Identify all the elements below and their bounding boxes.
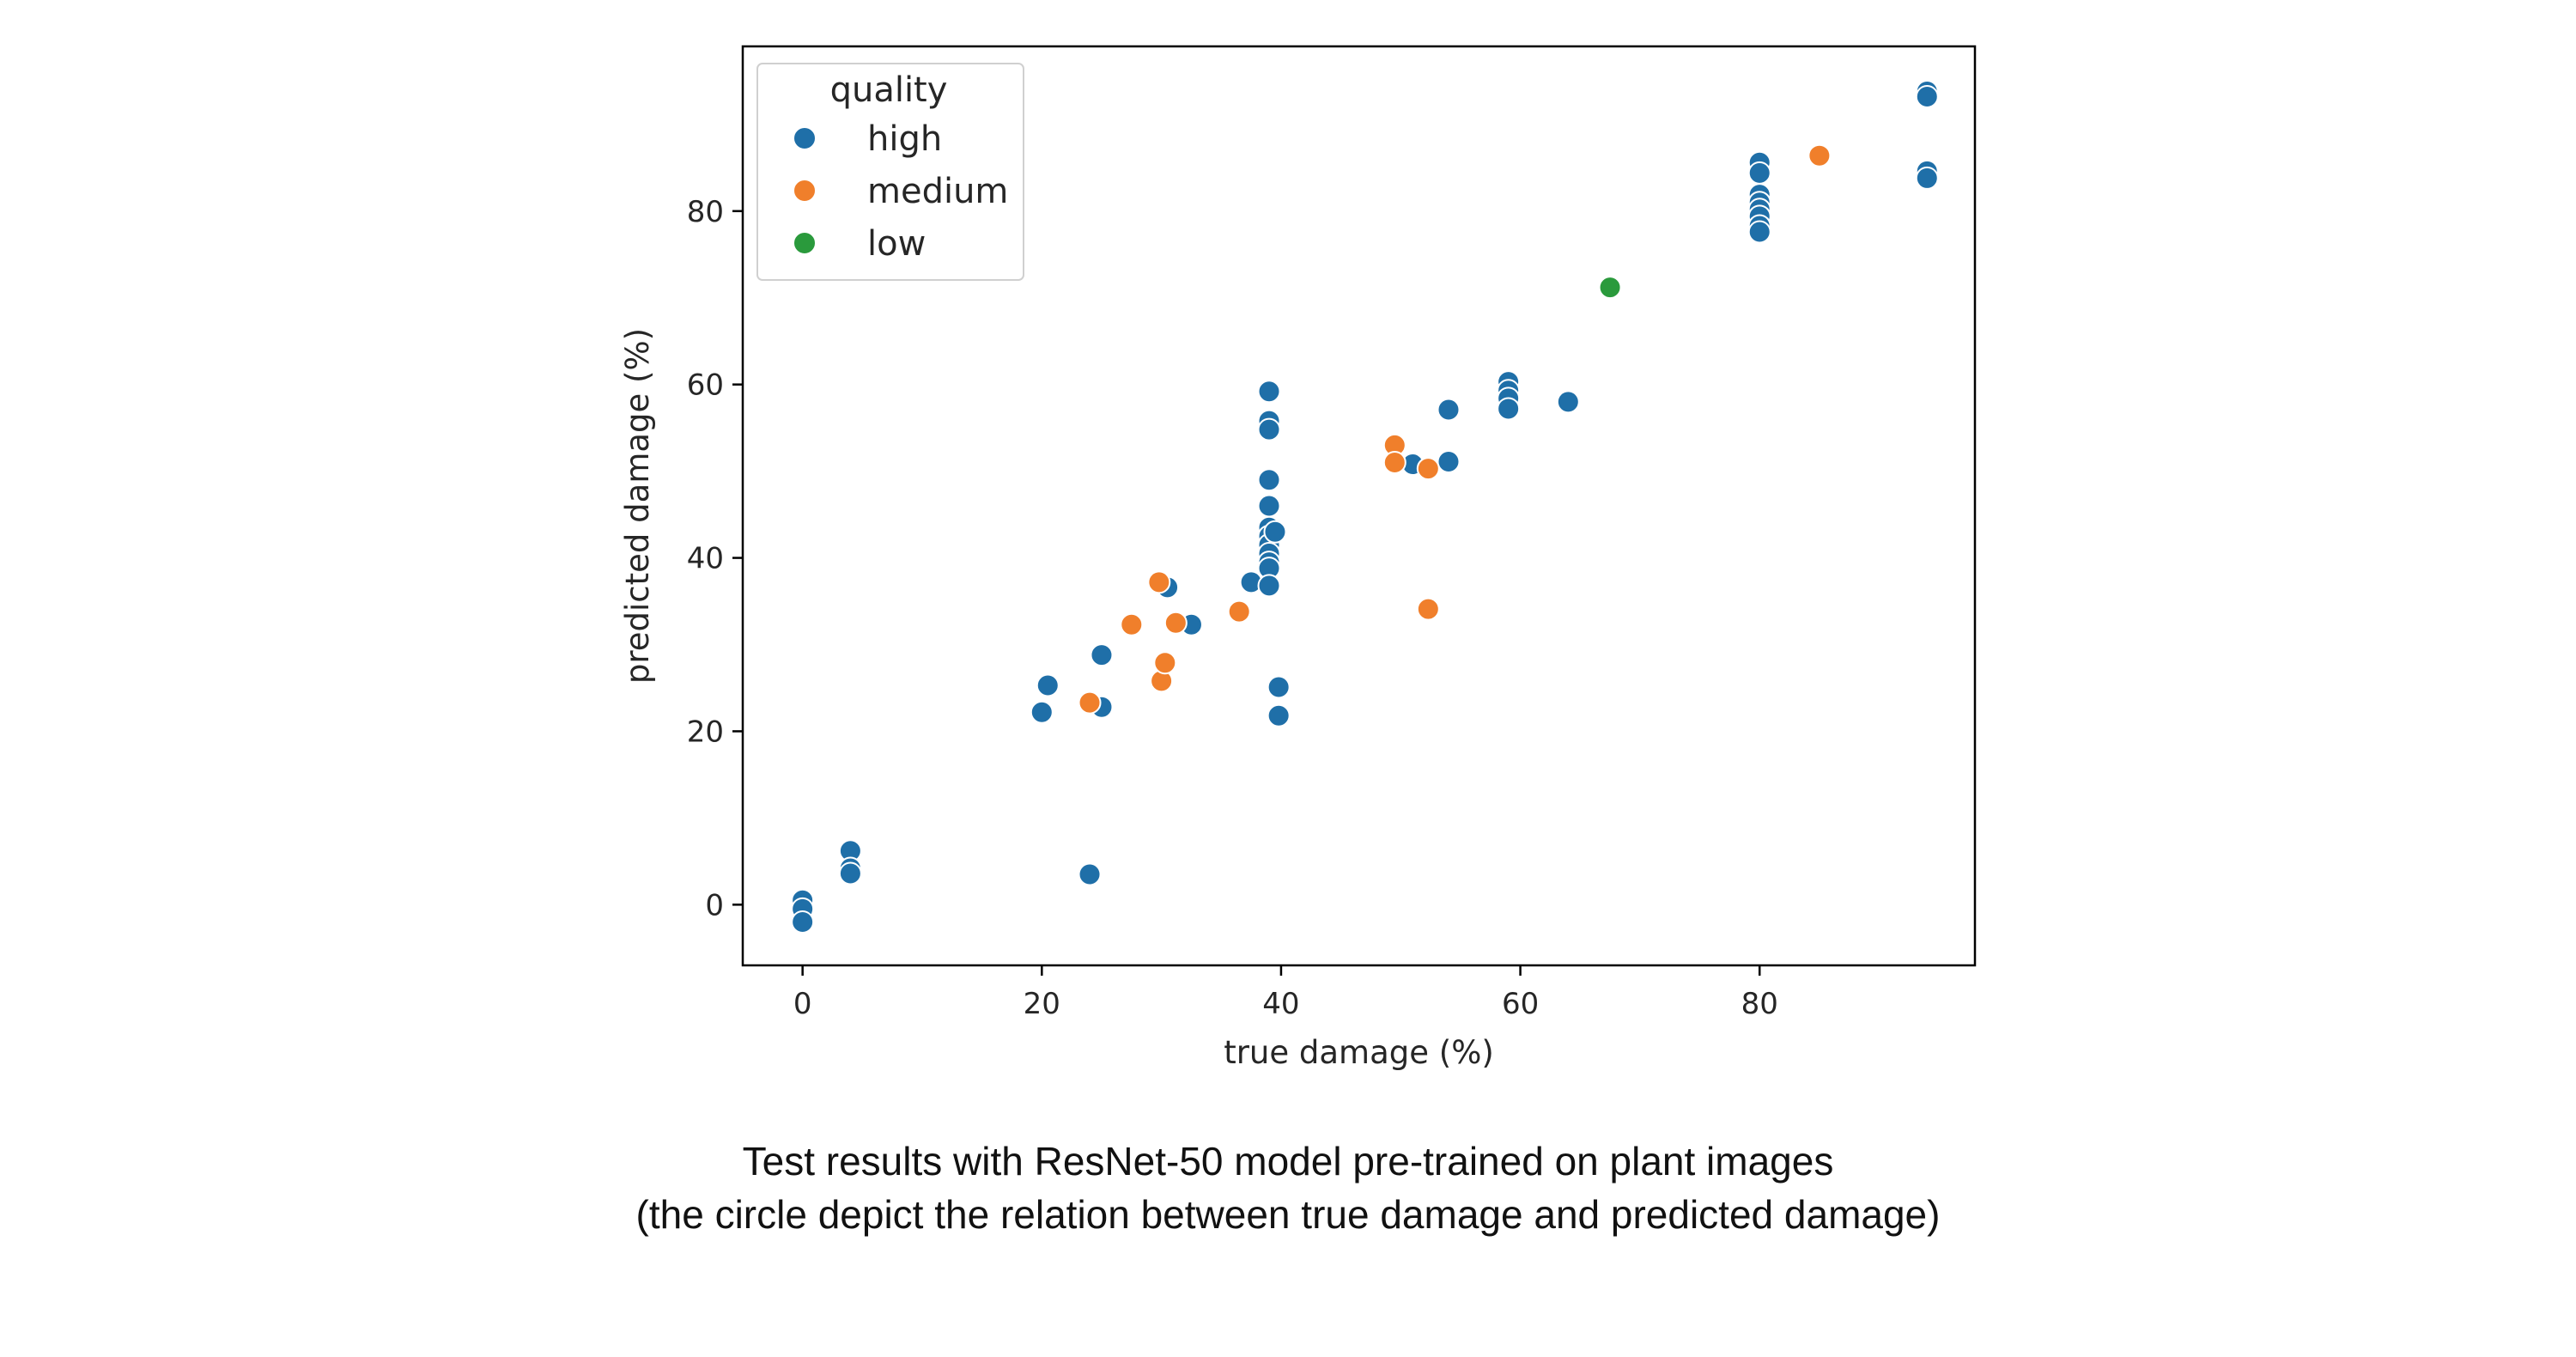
legend-label-medium: medium bbox=[867, 172, 1008, 211]
point-high bbox=[1257, 468, 1281, 492]
legend-marker-medium bbox=[793, 179, 817, 203]
legend-marker-low bbox=[793, 231, 817, 255]
x-tick-label: 0 bbox=[793, 987, 812, 1021]
point-high bbox=[1915, 166, 1939, 190]
y-tick-label: 0 bbox=[705, 888, 724, 922]
y-tick-label: 40 bbox=[687, 542, 724, 576]
point-low bbox=[1598, 276, 1622, 300]
y-axis-title: predicted damage (%) bbox=[619, 328, 656, 684]
point-high bbox=[1036, 673, 1060, 697]
figure-caption-line-2: (the circle depict the relation between … bbox=[635, 1192, 1941, 1237]
point-high bbox=[1556, 390, 1580, 414]
x-tick-label: 60 bbox=[1502, 987, 1539, 1021]
legend: quality high medium low bbox=[756, 63, 1024, 281]
point-medium bbox=[1416, 597, 1440, 621]
point-high bbox=[1078, 862, 1102, 886]
point-medium bbox=[1153, 651, 1177, 675]
point-high bbox=[1257, 494, 1281, 518]
x-tick-label: 40 bbox=[1262, 987, 1299, 1021]
point-high bbox=[1915, 85, 1939, 109]
point-medium bbox=[1120, 612, 1144, 636]
point-high bbox=[1267, 675, 1291, 699]
point-high bbox=[1747, 161, 1771, 185]
point-high bbox=[1437, 450, 1461, 474]
figure-caption-line-1: Test results with ResNet-50 model pre-tr… bbox=[742, 1139, 1834, 1184]
legend-label-high: high bbox=[867, 119, 942, 159]
point-high bbox=[1257, 417, 1281, 441]
x-axis-title: true damage (%) bbox=[1224, 1034, 1494, 1071]
x-tick-label: 20 bbox=[1024, 987, 1060, 1021]
y-tick-label: 20 bbox=[687, 715, 724, 749]
y-tick-label: 60 bbox=[687, 368, 724, 403]
plot-frame bbox=[741, 45, 1977, 967]
legend-title: quality bbox=[830, 70, 948, 110]
point-high bbox=[1497, 397, 1521, 421]
point-high bbox=[1437, 398, 1461, 422]
point-high bbox=[1257, 380, 1281, 404]
point-high bbox=[1030, 700, 1054, 724]
point-medium bbox=[1147, 570, 1171, 594]
point-high bbox=[838, 861, 862, 885]
legend-marker-high bbox=[793, 126, 817, 150]
point-high bbox=[1263, 520, 1287, 544]
point-high bbox=[1257, 574, 1281, 598]
data-points bbox=[791, 79, 1939, 934]
point-high bbox=[1090, 643, 1114, 667]
point-medium bbox=[1078, 691, 1102, 715]
legend-box bbox=[756, 63, 1024, 281]
point-high bbox=[1747, 220, 1771, 244]
point-medium bbox=[1382, 451, 1406, 475]
y-tick-label: 80 bbox=[687, 195, 724, 229]
x-tick-label: 80 bbox=[1741, 987, 1778, 1021]
point-medium bbox=[1163, 611, 1188, 635]
point-high bbox=[791, 910, 815, 934]
point-medium bbox=[1416, 457, 1440, 481]
point-medium bbox=[1807, 143, 1832, 167]
axes: 0 20 40 60 80 0 20 40 60 80 bbox=[687, 195, 1778, 1021]
legend-label-low: low bbox=[867, 224, 926, 264]
point-medium bbox=[1227, 599, 1251, 624]
point-high bbox=[1267, 703, 1291, 727]
